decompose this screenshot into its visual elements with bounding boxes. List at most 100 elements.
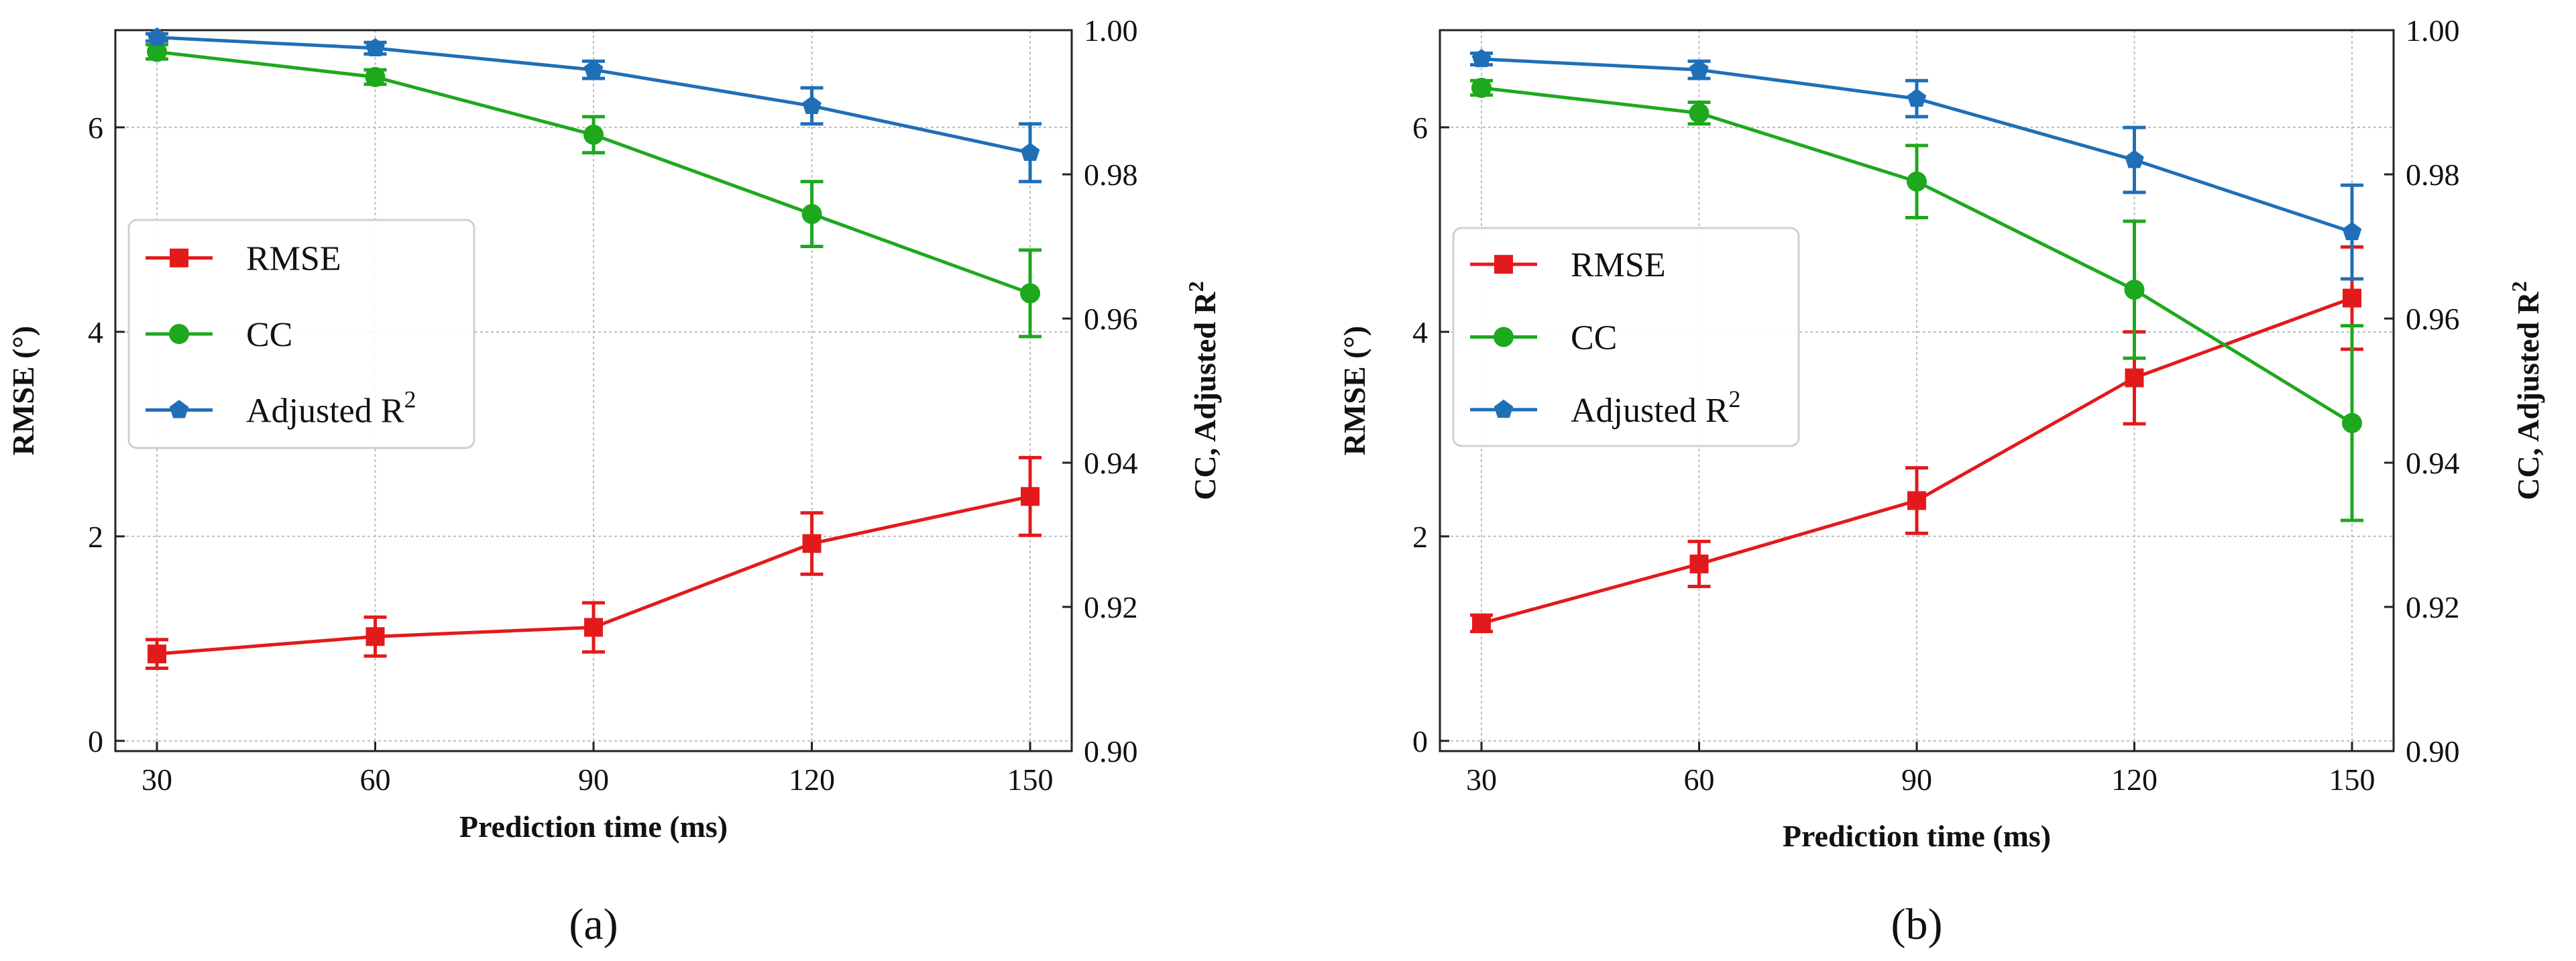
data-point-adjusted-r2	[583, 60, 604, 78]
legend-marker-adjusted-r2	[169, 400, 189, 418]
series-cc	[1470, 78, 2363, 522]
data-point-cc	[147, 42, 167, 62]
data-point-adjusted-r2	[1689, 60, 1709, 78]
x-tick-label: 60	[360, 762, 391, 797]
y2-tick-label: 0.94	[1084, 446, 1138, 480]
legend-label-rmse: RMSE	[1571, 246, 1666, 284]
legend-marker-rmse	[170, 248, 188, 268]
x-tick-label: 30	[142, 762, 172, 797]
series-cc	[146, 42, 1042, 339]
data-point-rmse	[2125, 368, 2144, 388]
legend-label-adjusted-r2: Adjusted R2	[1571, 386, 1740, 430]
y2-tick-label: 0.94	[2406, 446, 2460, 480]
y-axis-title: RMSE (°)	[6, 326, 40, 455]
legend-label-text: Adjusted R	[246, 392, 404, 430]
chart-panel-a: 30 60 90 120 150 0 2 4 6 0.90 0.92 0.94 0.96 0.98 1.00…	[6, 13, 1222, 949]
legend: RMSE CC Adjusted R2	[127, 219, 475, 449]
data-point-cc	[1689, 103, 1710, 123]
y-tick-label: 6	[1412, 111, 1428, 145]
data-point-adjusted-r2	[147, 27, 167, 46]
data-point-adjusted-r2	[802, 95, 822, 114]
legend-label-cc: CC	[1571, 319, 1617, 357]
data-point-rmse	[1021, 487, 1040, 506]
y2-tick-label: 0.96	[2406, 302, 2460, 336]
data-point-rmse	[584, 618, 603, 637]
y2-axis-title-text: CC, Adjusted R	[2511, 291, 2545, 500]
y2-tick-label: 0.90	[1084, 734, 1138, 769]
data-point-adjusted-r2	[2342, 222, 2362, 241]
legend-label-text: CC	[1571, 319, 1617, 357]
data-point-cc	[801, 204, 822, 225]
legend-marker-rmse	[1494, 255, 1513, 274]
legend-label-text: RMSE	[246, 240, 341, 278]
data-point-cc	[1020, 283, 1040, 304]
y2-axis-title-superscript: 2	[1184, 281, 1208, 292]
data-point-cc	[365, 66, 386, 87]
data-point-rmse	[2343, 288, 2361, 308]
y2-tick-label: 0.92	[2406, 590, 2460, 624]
data-point-cc	[2342, 412, 2362, 433]
legend-box	[1452, 227, 1800, 447]
y2-tick-label: 0.96	[1084, 302, 1138, 336]
legend-label-adjusted-r2: Adjusted R2	[246, 386, 416, 430]
y2-axis-title-text: CC, Adjusted R	[1188, 291, 1222, 500]
data-point-cc	[583, 124, 604, 145]
y2-tick-label: 0.98	[1084, 158, 1138, 192]
data-point-rmse	[366, 627, 385, 646]
legend-marker-cc	[169, 324, 189, 344]
data-point-rmse	[802, 534, 822, 553]
y-axis-title: RMSE (°)	[1337, 326, 1371, 455]
x-tick-label: 120	[789, 762, 835, 797]
legend-label-cc: CC	[246, 316, 292, 354]
y2-tick-label: 0.92	[1084, 590, 1138, 624]
legend-marker-cc	[1494, 327, 1514, 347]
y2-axis-title: CC, Adjusted R2	[1184, 281, 1222, 500]
x-tick-label: 150	[2329, 762, 2375, 797]
y-tick-label: 0	[88, 724, 103, 758]
data-point-adjusted-r2	[2125, 150, 2144, 168]
series-rmse	[146, 455, 1042, 670]
legend-label-superscript: 2	[404, 386, 416, 412]
data-point-cc	[1907, 171, 1927, 192]
legend-label-text: Adjusted R	[1571, 392, 1729, 430]
y-tick-label: 4	[88, 315, 103, 349]
y-tick-label: 2	[88, 520, 103, 554]
y-tick-label: 6	[88, 111, 103, 145]
data-point-adjusted-r2	[366, 38, 385, 56]
x-tick-label: 30	[1466, 762, 1497, 797]
y-tick-label: 4	[1412, 315, 1428, 349]
legend-label-text: CC	[246, 316, 292, 354]
data-point-rmse	[1689, 554, 1709, 573]
x-tick-label: 60	[1684, 762, 1715, 797]
panel-label: (a)	[569, 900, 618, 949]
series-adjusted-r2	[146, 27, 1042, 184]
data-point-rmse	[1907, 491, 1926, 510]
data-point-adjusted-r2	[1020, 142, 1040, 161]
legend-marker-adjusted-r2	[1494, 399, 1514, 418]
y2-axis-title-superscript: 2	[2507, 281, 2531, 292]
y-tick-label: 2	[1412, 520, 1428, 554]
y2-tick-label: 0.90	[2406, 734, 2460, 769]
x-tick-label: 150	[1007, 762, 1054, 797]
legend-label-text: RMSE	[1571, 246, 1666, 284]
legend-label-superscript: 2	[1728, 386, 1740, 412]
series-rmse	[1470, 245, 2363, 634]
x-tick-label: 90	[578, 762, 609, 797]
data-point-rmse	[1472, 614, 1491, 633]
y2-tick-label: 1.00	[2406, 13, 2460, 48]
x-tick-label: 90	[1901, 762, 1932, 797]
legend: RMSE CC Adjusted R2	[1452, 227, 1800, 447]
data-point-cc	[1471, 78, 1492, 98]
y2-axis-title: CC, Adjusted R2	[2507, 281, 2545, 500]
data-point-cc	[2124, 280, 2145, 300]
legend-label-rmse: RMSE	[246, 240, 341, 278]
series-adjusted-r2	[1470, 49, 2363, 281]
y-tick-label: 0	[1412, 724, 1428, 758]
legend-box	[127, 219, 475, 449]
panel-label: (b)	[1891, 900, 1943, 949]
data-point-adjusted-r2	[1907, 89, 1927, 107]
x-axis-title: Prediction time (ms)	[1783, 819, 2051, 853]
chart-panel-b: 30 60 90 120 150 0 2 4 6 0.90 0.92 0.94 0.96 0.98 1.00…	[1337, 13, 2545, 949]
